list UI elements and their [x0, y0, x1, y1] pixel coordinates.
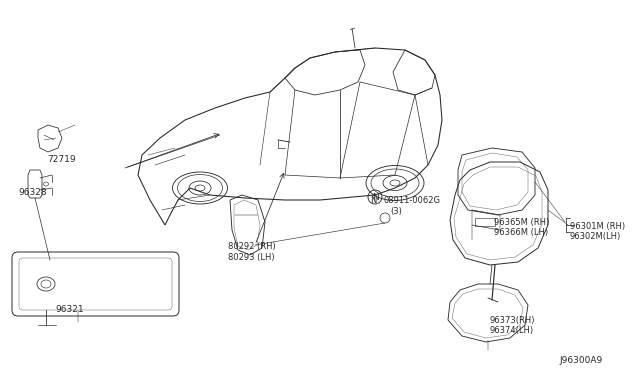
Text: 96302M(LH): 96302M(LH) — [570, 232, 621, 241]
Text: 80292 (RH): 80292 (RH) — [228, 242, 276, 251]
Text: N: N — [372, 193, 379, 202]
Text: 96321: 96321 — [55, 305, 84, 314]
Text: 96374(LH): 96374(LH) — [490, 326, 534, 335]
Text: (3): (3) — [390, 207, 402, 216]
Text: 96365M (RH): 96365M (RH) — [494, 218, 549, 227]
Text: N: N — [370, 196, 376, 205]
Text: 96366M (LH): 96366M (LH) — [494, 228, 548, 237]
Text: 80293 (LH): 80293 (LH) — [228, 253, 275, 262]
Text: J96300A9: J96300A9 — [559, 356, 602, 365]
Text: 96301M (RH): 96301M (RH) — [570, 222, 625, 231]
Text: 96373(RH): 96373(RH) — [490, 316, 536, 325]
Bar — [475, 218, 495, 226]
Text: 08911-0062G: 08911-0062G — [383, 196, 440, 205]
Text: 72719: 72719 — [47, 155, 76, 164]
Text: 96328: 96328 — [18, 188, 47, 197]
